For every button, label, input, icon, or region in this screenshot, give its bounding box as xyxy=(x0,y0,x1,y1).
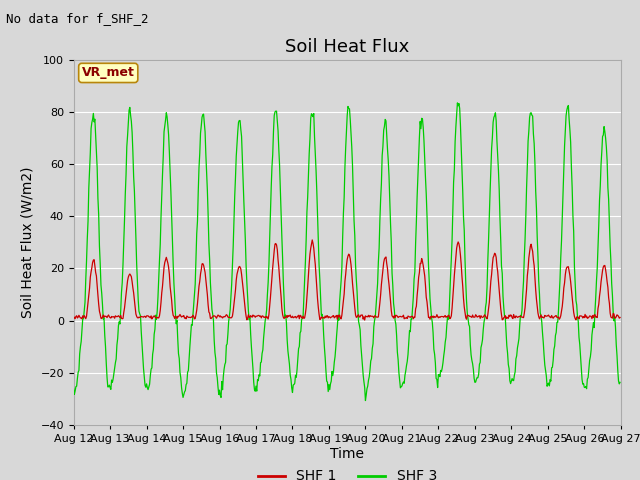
Title: Soil Heat Flux: Soil Heat Flux xyxy=(285,37,410,56)
Text: No data for f_SHF_2: No data for f_SHF_2 xyxy=(6,12,149,25)
Y-axis label: Soil Heat Flux (W/m2): Soil Heat Flux (W/m2) xyxy=(21,167,35,318)
Text: VR_met: VR_met xyxy=(82,66,134,79)
X-axis label: Time: Time xyxy=(330,446,364,461)
Legend: SHF 1, SHF 3: SHF 1, SHF 3 xyxy=(252,464,442,480)
